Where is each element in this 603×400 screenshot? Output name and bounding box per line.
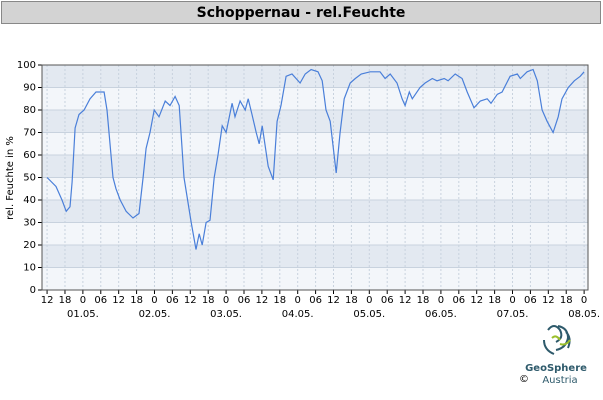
data-line bbox=[46, 68, 585, 250]
x-tick-label: 12 bbox=[399, 295, 412, 306]
x-date-label: 07.05. bbox=[497, 309, 529, 320]
logo-name: GeoSphere bbox=[525, 363, 587, 374]
grid-band bbox=[42, 245, 588, 268]
copyright: © bbox=[519, 374, 529, 385]
y-axis-label: rel. Feuchte in % bbox=[5, 136, 16, 220]
x-tick-label: 12 bbox=[112, 295, 125, 306]
x-tick-label: 0 bbox=[80, 295, 86, 306]
x-tick-label: 0 bbox=[151, 295, 157, 306]
x-tick-label: 0 bbox=[509, 295, 515, 306]
y-tick-label: 10 bbox=[23, 263, 36, 274]
x-tick-label: 12 bbox=[41, 295, 54, 306]
x-tick-label: 12 bbox=[327, 295, 340, 306]
x-date-label: 08.05. bbox=[568, 309, 600, 320]
x-tick-label: 12 bbox=[542, 295, 555, 306]
x-tick-label: 0 bbox=[581, 295, 587, 306]
x-date-label: 03.05. bbox=[210, 309, 242, 320]
x-tick-label: 0 bbox=[366, 295, 372, 306]
y-tick-label: 20 bbox=[23, 240, 36, 251]
grid-band bbox=[42, 222, 588, 245]
x-date-label: 01.05. bbox=[67, 309, 99, 320]
x-date-label: 02.05. bbox=[139, 309, 171, 320]
x-tick-label: 12 bbox=[184, 295, 197, 306]
x-date-label: 05.05. bbox=[353, 309, 385, 320]
x-tick-label: 06 bbox=[166, 295, 179, 306]
chart-title: Schoppernau - rel.Feuchte bbox=[197, 5, 406, 21]
x-date-label: 04.05. bbox=[282, 309, 314, 320]
y-tick-label: 70 bbox=[23, 128, 36, 139]
x-tick-label: 0 bbox=[438, 295, 444, 306]
y-tick-label: 90 bbox=[23, 83, 36, 94]
x-tick-label: 12 bbox=[256, 295, 269, 306]
grid-band bbox=[42, 155, 588, 178]
x-date-label: 06.05. bbox=[425, 309, 457, 320]
x-tick-label: 18 bbox=[130, 295, 143, 306]
grid-band bbox=[42, 87, 588, 110]
grid-band bbox=[42, 200, 588, 223]
y-tick-label: 60 bbox=[23, 150, 36, 161]
logo: GeoSphere Austria © bbox=[519, 325, 587, 386]
x-tick-label: 18 bbox=[345, 295, 358, 306]
grid-band bbox=[42, 65, 588, 88]
x-tick-label: 0 bbox=[295, 295, 301, 306]
y-tick-label: 80 bbox=[23, 105, 36, 116]
x-tick-label: 06 bbox=[524, 295, 537, 306]
x-tick-label: 06 bbox=[452, 295, 465, 306]
x-tick-label: 06 bbox=[238, 295, 251, 306]
grid-band bbox=[42, 267, 588, 290]
y-tick-label: 50 bbox=[23, 173, 36, 184]
logo-sub: Austria bbox=[542, 375, 577, 386]
grid-band bbox=[42, 177, 588, 200]
x-tick-label: 06 bbox=[381, 295, 394, 306]
x-tick-label: 18 bbox=[488, 295, 501, 306]
x-tick-label: 18 bbox=[273, 295, 286, 306]
title-bar bbox=[1, 1, 601, 24]
y-tick-label: 0 bbox=[30, 285, 36, 296]
plot-frame bbox=[41, 64, 589, 291]
y-tick-label: 30 bbox=[23, 218, 36, 229]
logo-mark-accent bbox=[551, 335, 571, 346]
x-tick-label: 18 bbox=[202, 295, 215, 306]
x-tick-label: 12 bbox=[470, 295, 483, 306]
grid-band bbox=[42, 110, 588, 133]
grid-band bbox=[42, 132, 588, 155]
x-tick-label: 06 bbox=[94, 295, 107, 306]
y-tick-label: 100 bbox=[17, 60, 36, 71]
x-tick-label: 18 bbox=[560, 295, 573, 306]
logo-mark bbox=[543, 325, 571, 355]
x-tick-label: 18 bbox=[59, 295, 72, 306]
x-tick-label: 18 bbox=[417, 295, 430, 306]
x-tick-label: 0 bbox=[223, 295, 229, 306]
y-tick-label: 40 bbox=[23, 195, 36, 206]
x-tick-label: 06 bbox=[309, 295, 322, 306]
